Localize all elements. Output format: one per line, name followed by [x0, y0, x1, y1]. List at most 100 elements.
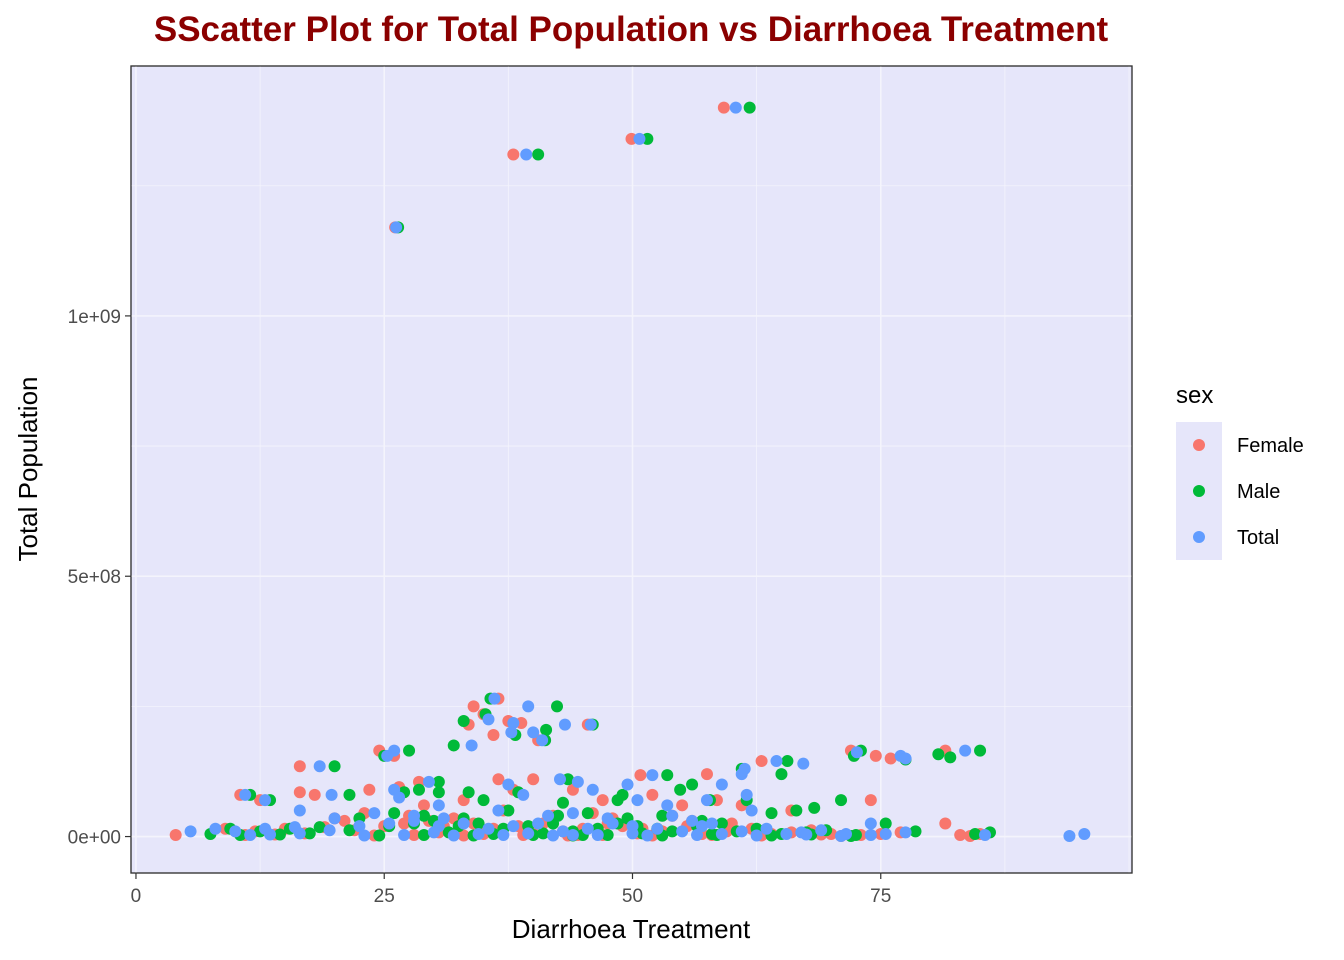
data-point-male	[765, 807, 778, 820]
data-point-male	[674, 783, 687, 796]
data-point-total	[571, 775, 584, 788]
data-point-male	[581, 807, 594, 820]
data-point-male	[417, 809, 430, 822]
legend-label-male: Male	[1237, 481, 1280, 503]
data-point-female	[717, 101, 730, 114]
data-point-female	[954, 828, 967, 841]
data-point-female	[676, 799, 689, 812]
data-point-total	[729, 101, 742, 114]
data-point-female	[408, 828, 421, 841]
data-point-male	[388, 807, 401, 820]
data-point-total	[581, 822, 594, 835]
data-point-male	[447, 739, 460, 752]
data-point-total	[536, 734, 549, 747]
data-point-male	[790, 804, 803, 817]
data-point-total	[522, 827, 535, 840]
data-point-total	[422, 775, 435, 788]
data-point-total	[686, 814, 699, 827]
data-point-total	[715, 827, 728, 840]
data-point-male	[532, 148, 545, 161]
data-point-total	[1078, 827, 1091, 840]
data-point-total	[398, 828, 411, 841]
x-tick-label: 25	[374, 886, 395, 907]
data-point-total	[641, 829, 654, 842]
legend-keys: Female Male Total	[1176, 422, 1304, 560]
data-point-total	[427, 826, 440, 839]
data-point-total	[472, 827, 485, 840]
data-point-total	[700, 794, 713, 807]
data-point-female	[884, 752, 897, 765]
y-tick-label: 5e+08	[68, 567, 121, 588]
data-point-male	[343, 788, 356, 801]
plot-border	[130, 65, 1133, 874]
data-point-total	[293, 804, 306, 817]
data-point-total	[388, 744, 401, 757]
data-point-total	[651, 822, 664, 835]
data-point-total	[770, 755, 783, 768]
data-point-total	[850, 746, 863, 759]
data-point-male	[781, 755, 794, 768]
data-point-male	[715, 817, 728, 830]
data-point-total	[532, 817, 545, 830]
data-point-total	[358, 829, 371, 842]
data-point-total	[1063, 830, 1076, 843]
data-point-total	[482, 713, 495, 726]
legend-title: sex	[1176, 382, 1213, 409]
data-point-male	[403, 744, 416, 757]
data-point-female	[869, 749, 882, 762]
data-point-total	[522, 700, 535, 713]
data-point-total	[259, 794, 272, 807]
data-point-female	[507, 148, 520, 161]
data-point-male	[412, 783, 425, 796]
chart-title: SScatter Plot for Total Population vs Di…	[154, 10, 1109, 49]
data-point-female	[417, 799, 430, 812]
data-point-male	[551, 700, 564, 713]
data-point-female	[487, 729, 500, 742]
data-point-total	[676, 825, 689, 838]
data-point-male	[502, 804, 515, 817]
data-point-total	[745, 804, 758, 817]
data-point-total	[547, 829, 560, 842]
x-tick-label: 50	[622, 886, 643, 907]
data-point-total	[527, 726, 540, 739]
data-point-total	[323, 824, 336, 837]
data-point-total	[800, 828, 813, 841]
data-point-total	[740, 788, 753, 801]
data-point-female	[864, 794, 877, 807]
data-point-female	[527, 773, 540, 786]
data-point-total	[368, 807, 381, 820]
data-point-total	[517, 788, 530, 801]
data-point-total	[465, 739, 478, 752]
data-point-female	[308, 788, 321, 801]
data-point-total	[393, 791, 406, 804]
data-point-male	[552, 809, 565, 822]
data-point-male	[477, 794, 490, 807]
data-point-total	[390, 221, 403, 234]
data-point-male	[616, 788, 629, 801]
data-point-female	[755, 755, 768, 768]
data-point-male	[656, 809, 669, 822]
data-point-male	[835, 794, 848, 807]
data-point-total	[432, 799, 445, 812]
data-point-female	[293, 760, 306, 773]
data-point-female	[939, 817, 952, 830]
data-point-female	[467, 700, 480, 713]
data-point-male	[457, 714, 470, 727]
data-point-male	[932, 748, 945, 761]
data-point-total	[750, 829, 763, 842]
data-point-male	[303, 827, 316, 840]
y-tick-label: 0e+00	[68, 828, 121, 849]
data-point-total	[760, 822, 773, 835]
data-point-total	[554, 773, 566, 786]
data-point-total	[244, 828, 257, 841]
y-axis: 0e+00 5e+08 1e+09	[68, 307, 131, 849]
data-point-total	[586, 783, 599, 796]
data-point-male	[969, 827, 982, 840]
data-point-total	[497, 828, 510, 841]
data-point-total	[566, 807, 579, 820]
x-axis: 0 25 50 75	[131, 873, 891, 907]
data-point-total	[696, 820, 709, 833]
data-point-total	[507, 820, 520, 833]
data-point-total	[666, 809, 679, 822]
data-point-total	[239, 788, 252, 801]
